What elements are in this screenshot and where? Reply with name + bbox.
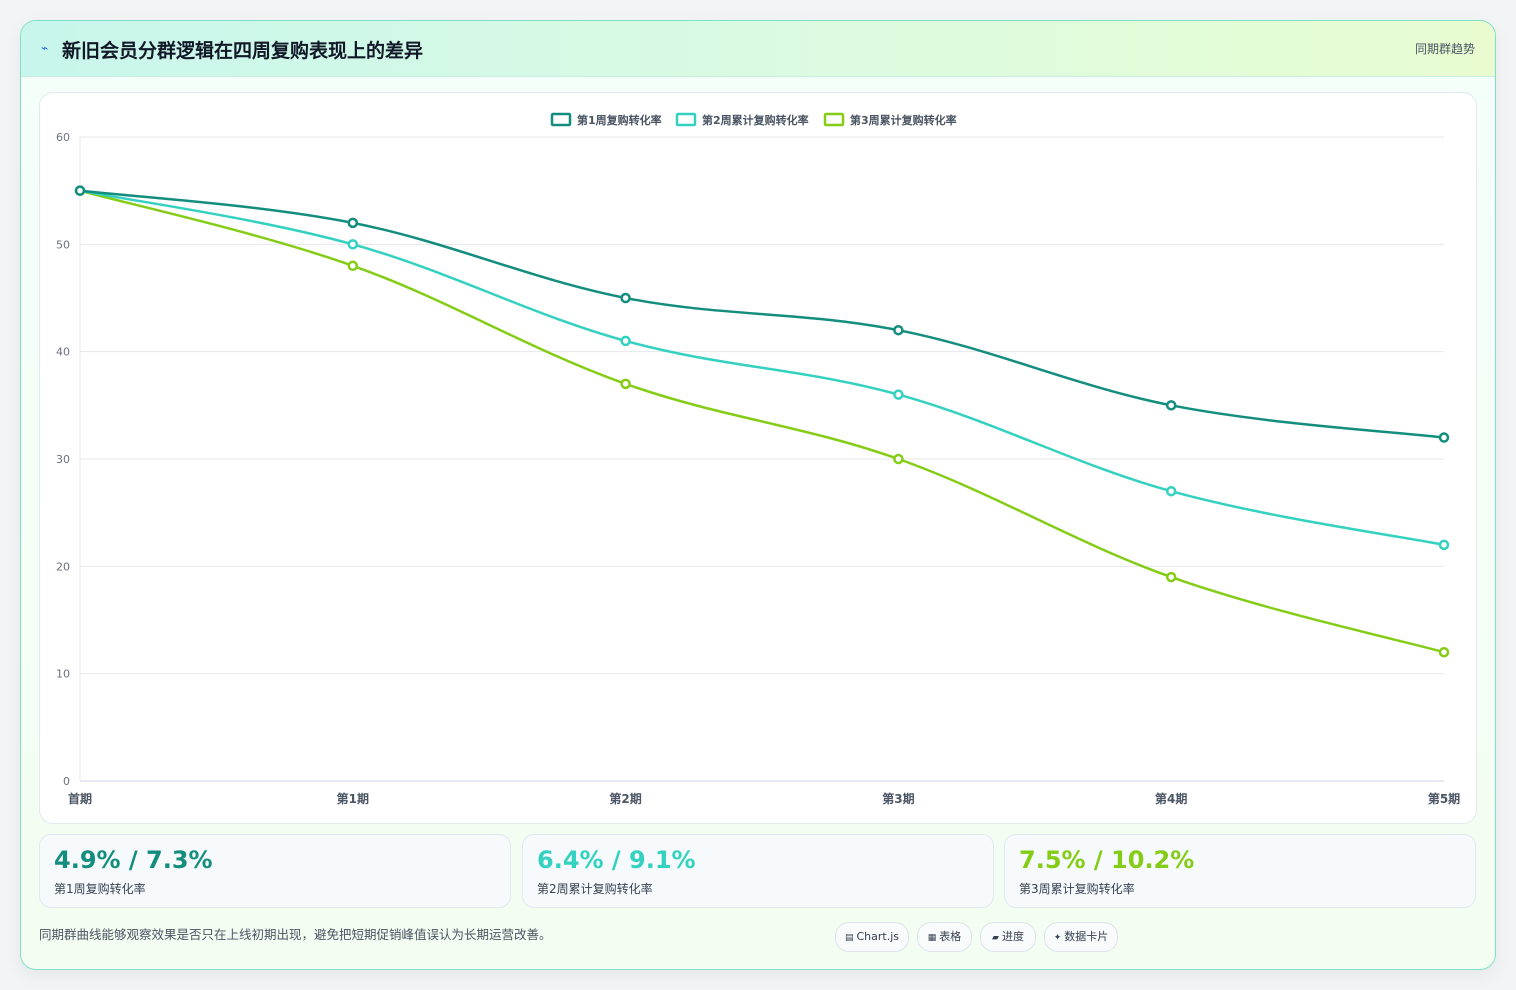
y-tick-label: 60 bbox=[56, 131, 70, 144]
x-tick-label: 首期 bbox=[68, 791, 92, 806]
chip-label: Chart.js bbox=[856, 930, 900, 943]
data-point bbox=[1438, 539, 1450, 551]
chart-card: 0 10 20 30 40 50 60 首期 第1期 第2期 第3期 第4期 第5期 第1周复购转化率 第2… bbox=[39, 92, 1477, 824]
x-tick-label: 第5期 bbox=[1428, 791, 1460, 806]
progress-icon: ▰ bbox=[992, 933, 999, 943]
legend-label: 第1周复购转化率 bbox=[577, 113, 662, 127]
y-tick-label: 30 bbox=[56, 453, 70, 466]
data-point bbox=[620, 378, 631, 390]
x-tick-label: 第3期 bbox=[882, 791, 914, 806]
chip-label: 表格 bbox=[939, 930, 962, 943]
data-point bbox=[1165, 485, 1177, 497]
y-tick-label: 40 bbox=[56, 346, 70, 359]
y-tick-label: 20 bbox=[56, 560, 70, 573]
chip-label: 进度 bbox=[1001, 930, 1024, 943]
data-point bbox=[893, 453, 904, 465]
series-line-3 bbox=[79, 189, 1445, 654]
legend-label: 第2周累计复购转化率 bbox=[702, 113, 809, 127]
chip-data-cards[interactable]: ✦ 数据卡片 bbox=[1044, 922, 1118, 952]
stat-value: 7.5% / 10.2% bbox=[1019, 846, 1195, 874]
x-tick-label: 第1期 bbox=[337, 791, 369, 806]
data-point bbox=[620, 335, 631, 347]
stat-value: 4.9% / 7.3% bbox=[54, 846, 213, 874]
footer-note: 同期群曲线能够观察效果是否只在上线初期出现，避免把短期促销峰值误认为长期运营改善… bbox=[39, 927, 552, 942]
data-point bbox=[893, 389, 904, 400]
data-point bbox=[74, 185, 86, 196]
data-point bbox=[347, 217, 359, 229]
header-tag: 同期群趋势 bbox=[1414, 42, 1475, 56]
panel-header: ⌁ 新旧会员分群逻辑在四周复购表现上的差异 同期群趋势 bbox=[21, 21, 1495, 77]
y-tick-label: 10 bbox=[56, 668, 70, 681]
line-chart: 0 10 20 30 40 50 60 首期 第1期 第2期 第3期 第4期 第5期 第1周复购转化率 第2… bbox=[56, 112, 1460, 806]
data-point bbox=[893, 324, 904, 336]
legend-label: 第3周累计复购转化率 bbox=[850, 113, 957, 127]
stat-card-3: 7.5% / 10.2% 第3周累计复购转化率 bbox=[1004, 834, 1476, 908]
data-point bbox=[1438, 432, 1450, 443]
data-point bbox=[620, 292, 631, 304]
y-tick-label: 0 bbox=[63, 775, 70, 788]
chip-label: 数据卡片 bbox=[1064, 930, 1109, 943]
series-line-2 bbox=[79, 189, 1445, 547]
stat-card-1: 4.9% / 7.3% 第1周复购转化率 bbox=[39, 834, 511, 908]
page-title: 新旧会员分群逻辑在四周复购表现上的差异 bbox=[62, 40, 424, 62]
stat-label: 第2周累计复购转化率 bbox=[537, 882, 653, 896]
chart-panel: ⌁ 新旧会员分群逻辑在四周复购表现上的差异 同期群趋势 0 10 20 30 40 50 6… bbox=[20, 20, 1496, 970]
series-line-1 bbox=[79, 189, 1445, 439]
chip-table[interactable]: ▦ 表格 bbox=[917, 922, 972, 952]
stat-label: 第1周复购转化率 bbox=[54, 882, 146, 896]
x-tick-label: 第4期 bbox=[1155, 791, 1187, 806]
x-tick-label: 第2期 bbox=[609, 791, 641, 806]
data-point bbox=[347, 239, 359, 250]
legend-swatch bbox=[675, 112, 697, 127]
legend-swatch bbox=[550, 112, 572, 127]
chip-chartjs[interactable]: ▤ Chart.js bbox=[835, 922, 909, 952]
lightning-icon: ⌁ bbox=[41, 41, 49, 55]
data-point bbox=[347, 260, 359, 272]
data-point bbox=[1165, 400, 1177, 411]
table-icon: ▦ bbox=[927, 933, 937, 943]
sparkle-icon: ✦ bbox=[1053, 933, 1062, 943]
data-point bbox=[1165, 571, 1177, 583]
stat-card-2: 6.4% / 9.1% 第2周累计复购转化率 bbox=[522, 834, 994, 908]
stat-cards: 4.9% / 7.3% 第1周复购转化率 6.4% / 9.1% 第2周累计复购… bbox=[39, 834, 1477, 908]
data-point bbox=[1438, 646, 1450, 658]
stat-label: 第3周累计复购转化率 bbox=[1019, 882, 1135, 896]
y-tick-label: 50 bbox=[56, 238, 70, 251]
chart-icon: ▤ bbox=[844, 933, 854, 943]
stat-value: 6.4% / 9.1% bbox=[537, 846, 696, 874]
legend-swatch bbox=[823, 112, 845, 127]
chip-progress[interactable]: ▰ 进度 bbox=[980, 922, 1036, 952]
